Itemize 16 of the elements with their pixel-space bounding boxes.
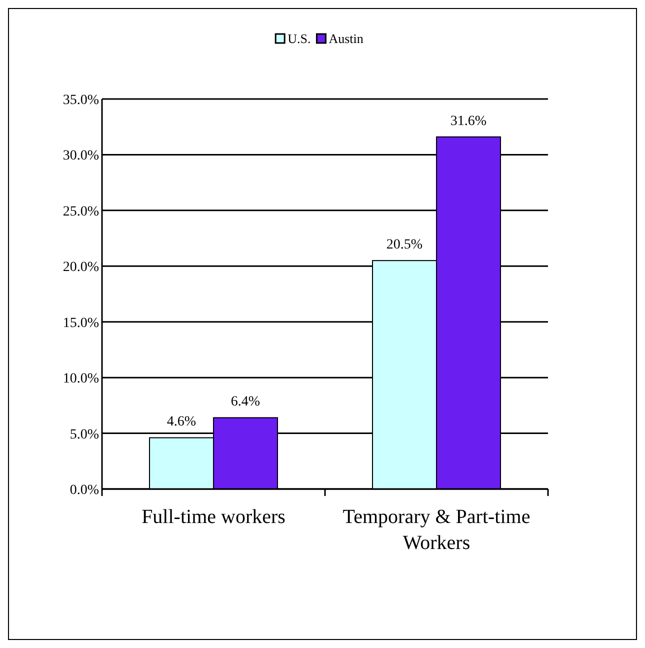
- y-tick-label: 25.0%: [62, 204, 100, 220]
- text: 6.4%: [230, 394, 260, 410]
- text: 20.5%: [386, 238, 423, 253]
- legend-label: U.S.: [288, 31, 311, 46]
- text: 4.6%: [166, 414, 196, 430]
- x-tick-label: Temporary & Part-time Workers: [342, 506, 530, 554]
- y-tick-label: 10.0%: [62, 372, 100, 387]
- y-tick-label: 5.0%: [70, 427, 100, 442]
- text: 31.6%: [450, 114, 487, 129]
- y-tick-label: 20.0%: [62, 260, 100, 276]
- x-tick-label: Full-time workers: [142, 506, 286, 528]
- y-tick-label: 30.0%: [62, 148, 100, 164]
- legend-label: Austin: [328, 31, 364, 46]
- y-tick-label: 0.0%: [70, 483, 100, 498]
- y-tick-label: 35.0%: [62, 93, 100, 108]
- y-tick-label: 15.0%: [62, 316, 100, 331]
